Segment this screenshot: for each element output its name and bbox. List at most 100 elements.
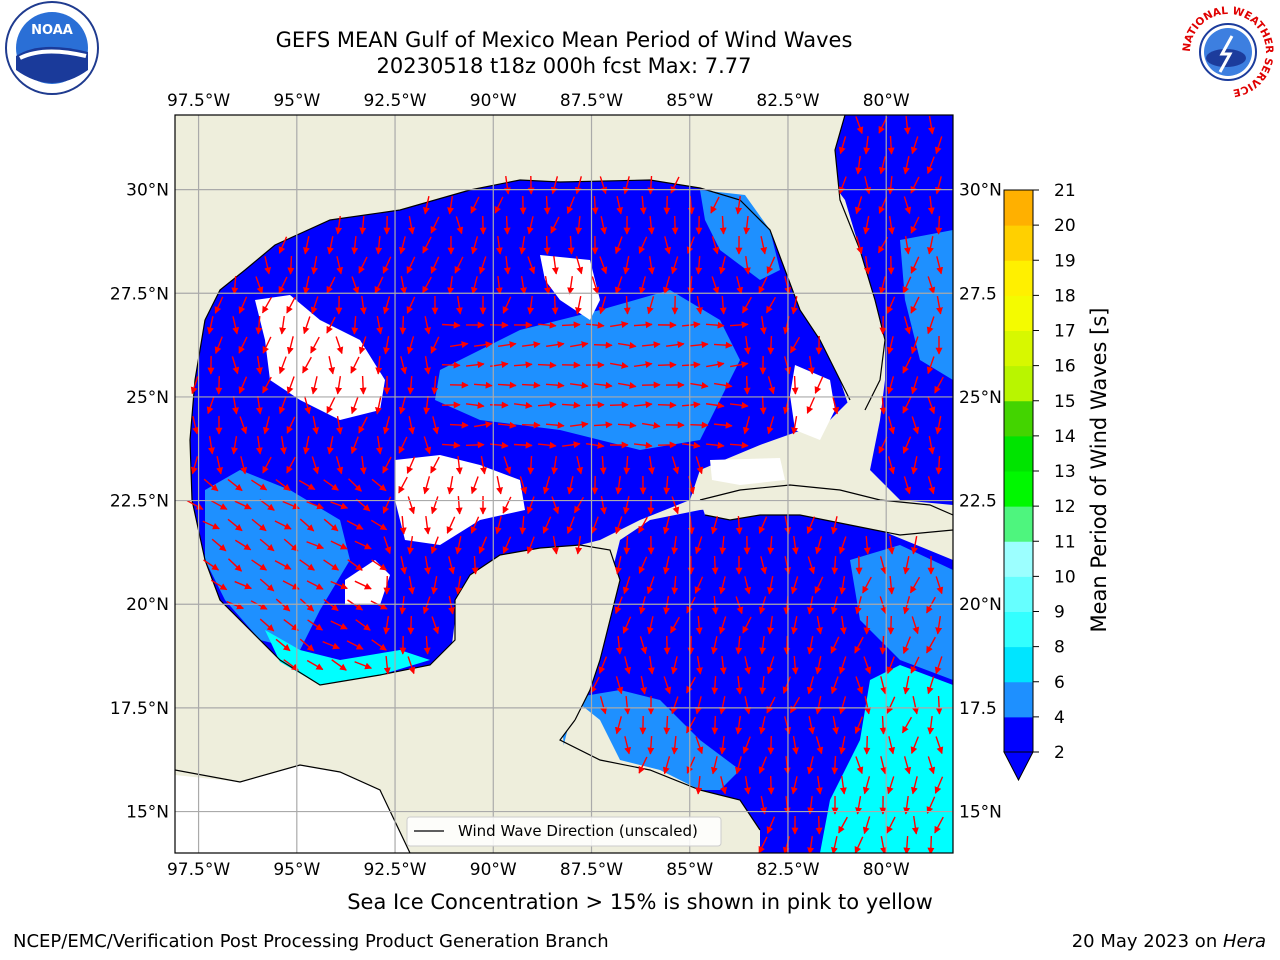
wave-direction-arrow bbox=[886, 656, 895, 675]
wave-direction-arrow bbox=[441, 321, 461, 329]
wave-direction-arrow bbox=[622, 576, 631, 595]
wave-direction-arrow bbox=[447, 195, 455, 215]
wave-direction-arrow bbox=[478, 536, 488, 554]
wave-direction-arrow bbox=[736, 276, 744, 295]
wave-direction-arrow bbox=[543, 195, 551, 215]
wave-direction-arrow bbox=[927, 396, 936, 415]
wave-direction-arrow bbox=[815, 696, 822, 715]
wave-direction-arrow bbox=[431, 576, 438, 595]
wave-direction-arrow bbox=[432, 416, 440, 435]
wave-direction-arrow bbox=[759, 675, 767, 695]
wave-direction-arrow bbox=[614, 236, 623, 255]
wave-direction-arrow bbox=[767, 735, 775, 755]
wave-direction-arrow bbox=[887, 215, 895, 235]
wave-direction-arrow bbox=[513, 441, 533, 449]
wave-direction-arrow bbox=[430, 456, 440, 474]
wave-direction-arrow bbox=[480, 456, 487, 475]
wave-direction-arrow bbox=[259, 578, 275, 592]
wave-direction-arrow bbox=[371, 639, 387, 651]
wave-direction-arrow bbox=[354, 540, 372, 550]
wave-direction-arrow bbox=[274, 520, 292, 530]
wave-direction-arrow bbox=[878, 196, 888, 214]
lat-label-right: 15°N bbox=[959, 803, 1002, 823]
wave-direction-arrow bbox=[710, 516, 719, 535]
wave-direction-arrow bbox=[926, 636, 936, 654]
wave-direction-arrow bbox=[791, 296, 798, 315]
wave-direction-arrow bbox=[465, 441, 485, 449]
wave-direction-arrow bbox=[598, 296, 607, 315]
map-area bbox=[175, 115, 953, 853]
wave-direction-arrow bbox=[354, 580, 372, 590]
wave-direction-arrow bbox=[383, 536, 392, 555]
wave-direction-arrow bbox=[662, 276, 671, 295]
wave-direction-arrow bbox=[720, 776, 728, 795]
wave-direction-arrow bbox=[299, 518, 315, 532]
wave-direction-arrow bbox=[574, 176, 582, 195]
wave-direction-arrow bbox=[879, 596, 888, 615]
lat-label-left: 20°N bbox=[126, 595, 169, 615]
wave-direction-arrow bbox=[424, 316, 431, 335]
wave-direction-arrow bbox=[807, 596, 814, 615]
wave-direction-arrow bbox=[550, 216, 560, 234]
wave-direction-arrow bbox=[527, 455, 535, 475]
wave-direction-arrow bbox=[359, 215, 367, 235]
wave-direction-arrow bbox=[864, 696, 871, 715]
wave-direction-arrow bbox=[782, 836, 791, 853]
wave-direction-arrow bbox=[449, 421, 469, 429]
wave-direction-arrow bbox=[686, 596, 696, 614]
lat-label-right: 17.5 bbox=[959, 699, 997, 719]
wave-direction-arrow bbox=[743, 776, 751, 795]
wave-direction-arrow bbox=[760, 796, 767, 815]
wave-direction-arrow bbox=[639, 636, 648, 655]
wave-direction-arrow bbox=[624, 736, 632, 755]
wave-direction-arrow bbox=[902, 396, 912, 414]
wave-direction-arrow bbox=[537, 321, 557, 329]
wave-direction-arrow bbox=[806, 516, 816, 534]
wave-direction-arrow bbox=[306, 541, 325, 550]
wave-direction-arrow bbox=[855, 796, 863, 815]
wave-direction-arrow bbox=[330, 620, 348, 630]
wave-direction-arrow bbox=[542, 476, 551, 495]
wave-direction-arrow bbox=[552, 536, 559, 555]
wave-direction-arrow bbox=[934, 376, 944, 394]
wave-direction-arrow bbox=[713, 421, 733, 429]
wave-direction-arrow bbox=[638, 276, 647, 295]
wave-direction-arrow bbox=[670, 656, 678, 675]
wave-direction-arrow bbox=[326, 316, 336, 334]
wave-direction-arrow bbox=[359, 295, 367, 315]
wave-direction-arrow bbox=[862, 576, 872, 594]
wave-direction-arrow bbox=[545, 421, 565, 429]
wave-direction-arrow bbox=[351, 276, 360, 295]
wave-direction-arrow bbox=[767, 576, 774, 595]
wave-direction-arrow bbox=[783, 635, 791, 655]
wave-direction-arrow bbox=[455, 455, 463, 475]
wave-direction-arrow bbox=[623, 256, 630, 275]
colorbar-tick-label: 19 bbox=[1054, 251, 1076, 271]
wave-direction-arrow bbox=[447, 476, 454, 495]
wave-direction-arrow bbox=[903, 556, 910, 575]
wave-direction-arrow bbox=[431, 375, 439, 395]
wave-direction-arrow bbox=[886, 816, 896, 834]
wave-direction-arrow bbox=[422, 476, 431, 495]
land-cuba bbox=[700, 485, 953, 535]
colorbar-segment bbox=[1004, 576, 1033, 612]
wave-direction-arrow bbox=[633, 401, 653, 409]
wave-direction-arrow bbox=[448, 556, 456, 575]
wave-direction-arrow bbox=[278, 236, 288, 254]
wave-direction-arrow bbox=[766, 256, 776, 274]
wave-direction-arrow bbox=[550, 176, 559, 195]
wave-direction-arrow bbox=[382, 456, 392, 474]
wave-direction-arrow bbox=[430, 216, 440, 234]
wave-direction-arrow bbox=[806, 396, 816, 414]
wave-direction-arrow bbox=[330, 501, 349, 510]
wave-direction-arrow bbox=[647, 255, 655, 275]
wave-direction-arrow bbox=[286, 336, 294, 355]
wave-direction-arrow bbox=[694, 696, 702, 715]
wave-direction-arrow bbox=[407, 656, 416, 675]
lat-label-right: 22.5 bbox=[959, 492, 997, 512]
wave-direction-arrow bbox=[640, 676, 647, 695]
wave-direction-arrow bbox=[599, 256, 608, 275]
wave-direction-arrow bbox=[696, 296, 703, 315]
wave-direction-arrow bbox=[569, 421, 589, 429]
wave-direction-arrow bbox=[647, 175, 655, 195]
